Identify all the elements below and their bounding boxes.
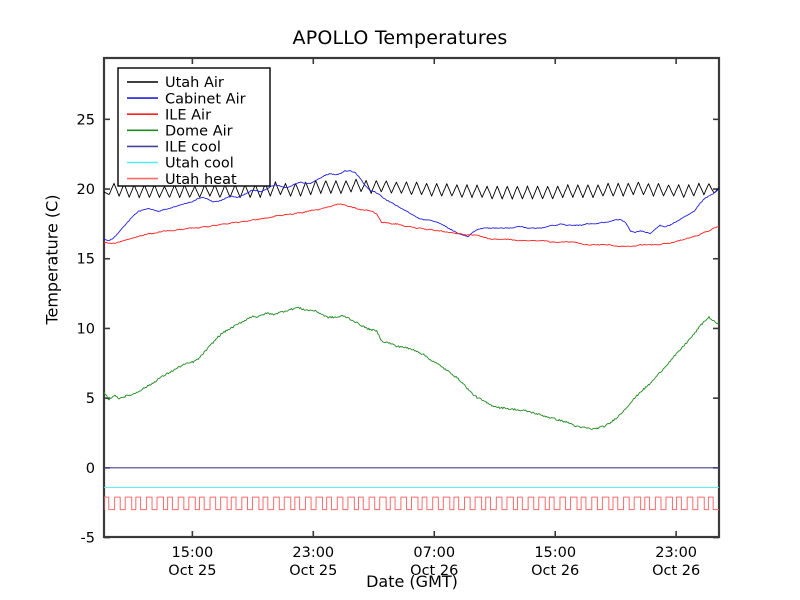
legend-label-dome-air: Dome Air (165, 124, 233, 140)
y-tick-label: -5 (81, 531, 95, 547)
y-tick-label: 20 (77, 182, 95, 198)
x-tick-time: 15:00 (534, 545, 576, 561)
x-tick-time: 07:00 (413, 545, 455, 561)
series-line-ile-air (104, 203, 719, 248)
legend-label-cabinet-air: Cabinet Air (165, 91, 246, 107)
y-tick-label: 0 (86, 461, 95, 477)
axis-ticks (104, 58, 719, 539)
x-tick-date: Oct 26 (652, 563, 700, 579)
legend-label-utah-cool: Utah cool (165, 156, 234, 172)
legend-label-ile-air: ILE Air (165, 107, 211, 123)
legend-box (117, 67, 271, 187)
series-line-dome-air (104, 306, 719, 430)
x-tick-time: 15:00 (171, 545, 213, 561)
y-tick-label: 15 (77, 252, 95, 268)
data-series-layer (104, 170, 719, 511)
legend-label-ile-cool: ILE cool (165, 140, 221, 156)
x-axis-label: Date (GMT) (366, 572, 458, 591)
x-tick-time: 23:00 (655, 545, 697, 561)
series-line-utah-air (104, 178, 719, 200)
y-tick-label: 5 (86, 391, 95, 407)
legend-label-utah-air: Utah Air (165, 75, 224, 91)
y-tick-label: 25 (77, 112, 95, 128)
series-line-utah-heat (104, 496, 719, 511)
series-line-cabinet-air (104, 170, 719, 241)
legend-label-utah-heat: Utah heat (165, 172, 237, 188)
x-tick-date: Oct 25 (289, 563, 337, 579)
x-tick-date: Oct 26 (410, 563, 458, 579)
y-tick-label: 10 (77, 321, 95, 337)
page-title: APOLLO Temperatures (292, 27, 508, 49)
x-tick-date: Oct 26 (531, 563, 579, 579)
x-tick-date: Oct 25 (168, 563, 216, 579)
x-tick-time: 23:00 (292, 545, 334, 561)
x-tick-labels: 15:00 Oct 25 23:00 Oct 25 07:00 Oct 26 15:00 Oc… (168, 545, 700, 579)
axes-frame (102, 56, 721, 539)
y-tick-labels: -5 0 5 10 15 20 25 (77, 112, 95, 546)
